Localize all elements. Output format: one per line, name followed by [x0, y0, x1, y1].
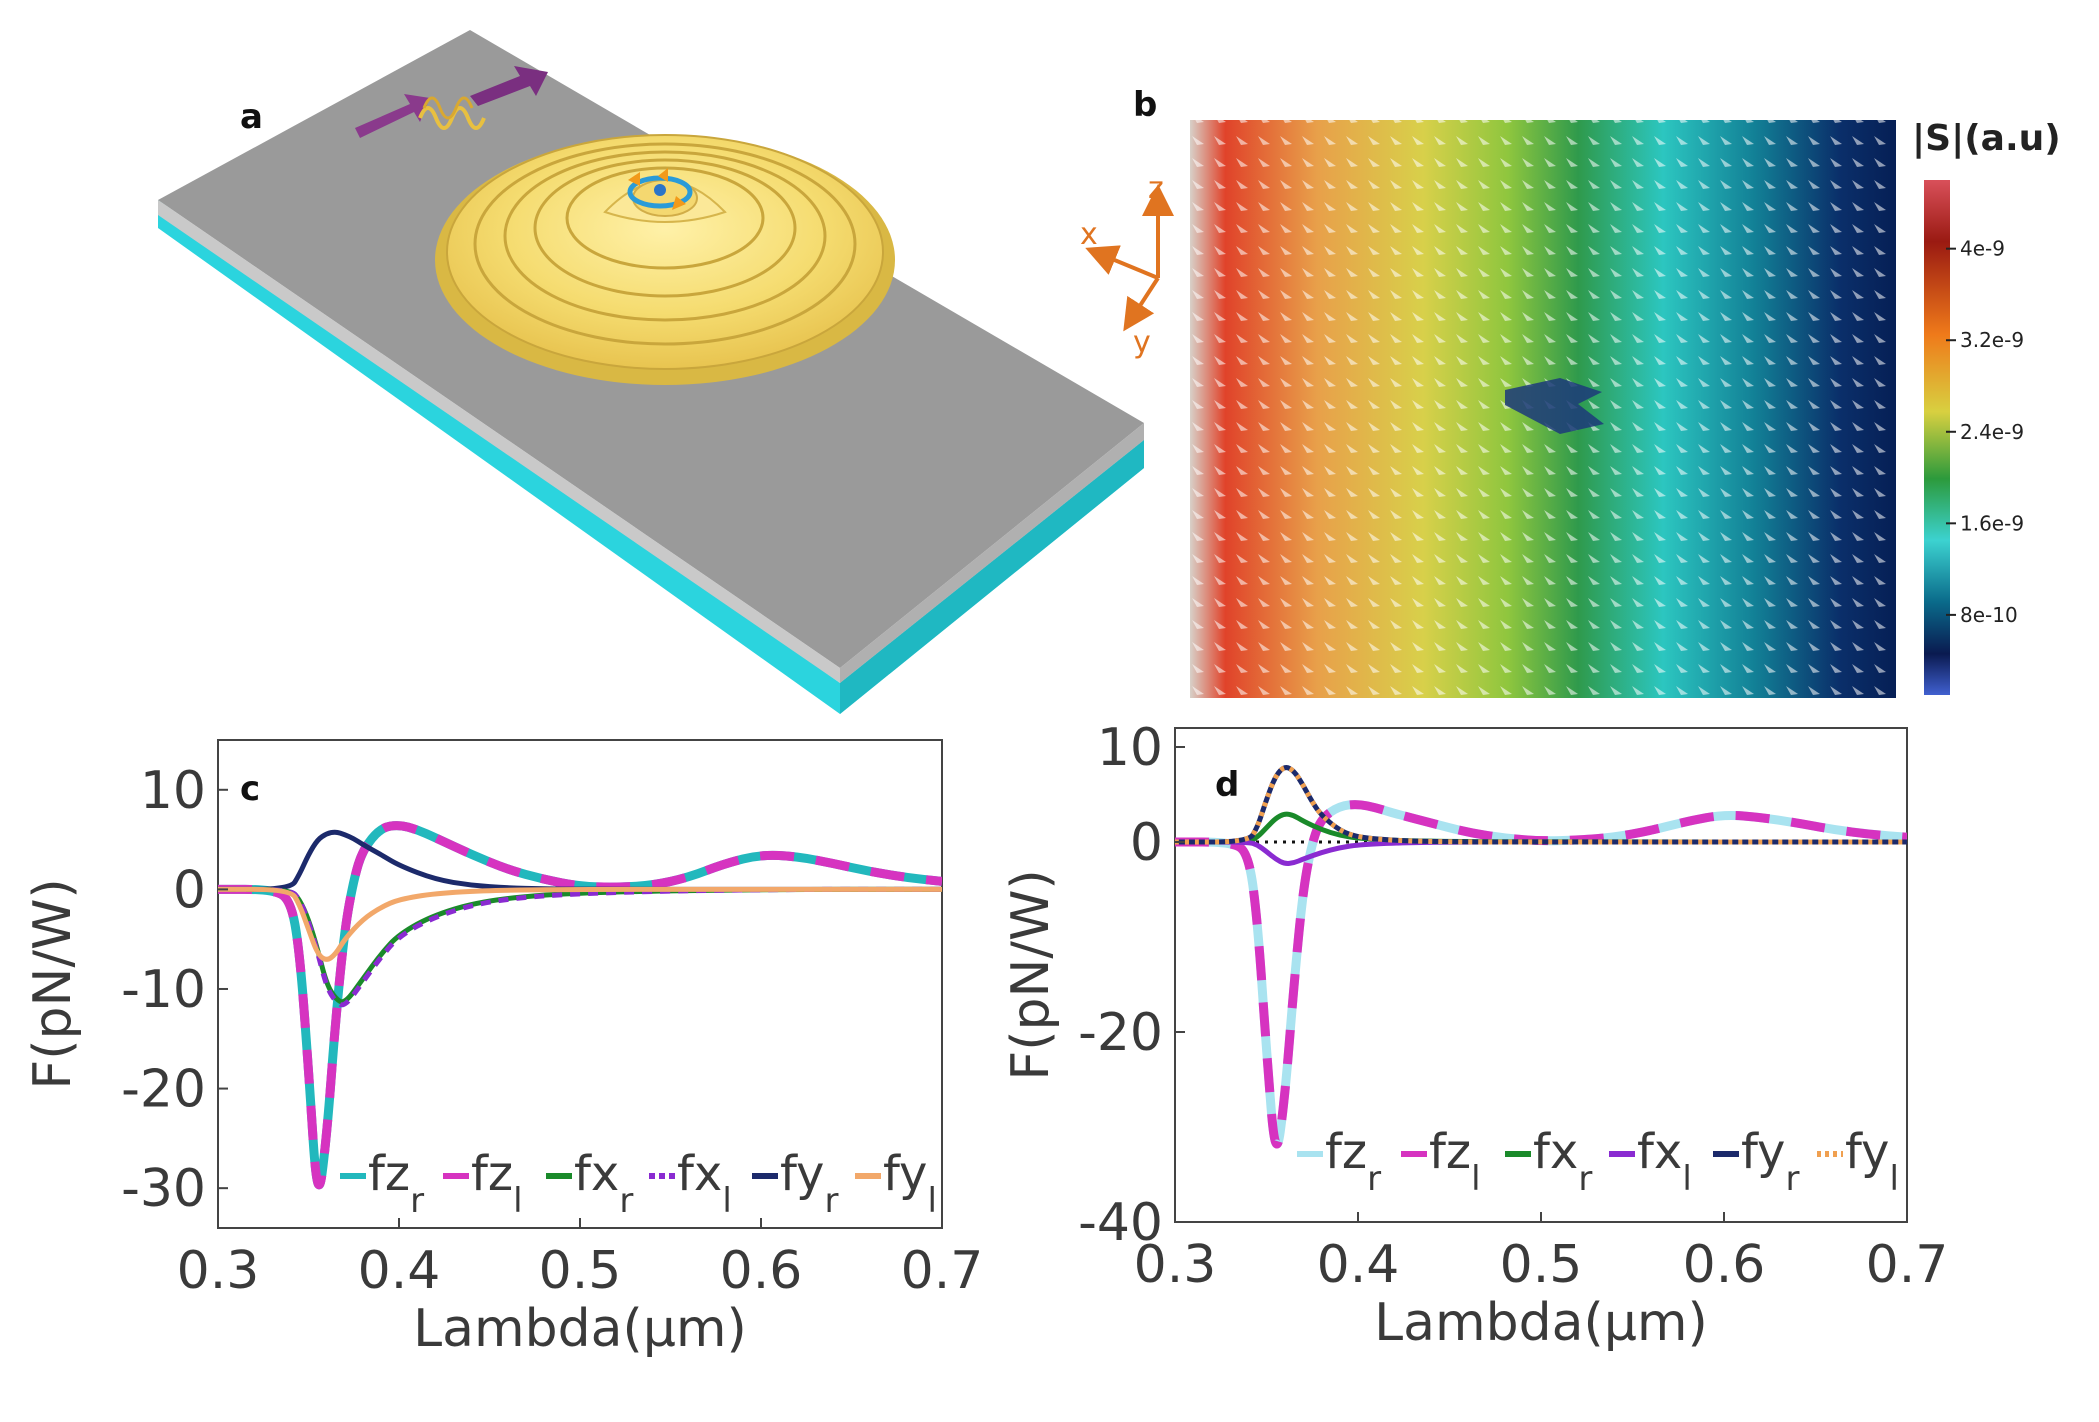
axis-letter-x: x: [1080, 217, 1098, 252]
legend-entry: fyl: [883, 1146, 937, 1221]
x-tick-label: 0.3: [1134, 1235, 1217, 1295]
panel-label-b: b: [1133, 85, 1157, 125]
y-axis-label: F(pN/W): [23, 878, 83, 1089]
panel-label-c: c: [240, 769, 260, 809]
panel-label-d: d: [1215, 765, 1239, 805]
legend-entry-sub: l: [1682, 1159, 1691, 1199]
legend-entry: fxl: [1637, 1124, 1692, 1199]
legend-entry-sub: l: [1889, 1159, 1898, 1199]
legend-entry-sub: r: [1578, 1159, 1592, 1199]
legend-entry-base: fz: [1325, 1124, 1367, 1180]
legend-entry-sub: r: [1367, 1159, 1381, 1199]
series-line-fz-l: [218, 821, 942, 1190]
x-tick-label: 0.3: [177, 1241, 260, 1301]
y-tick-label: 10: [140, 761, 206, 821]
legend-entry-base: fx: [677, 1146, 722, 1202]
legend-entry: fxl: [677, 1146, 732, 1221]
legend-entry: fyr: [780, 1146, 838, 1221]
legend: fzr fzl fxr fxl fyr fyl: [1297, 1124, 1899, 1199]
legend-entry-sub: l: [927, 1181, 936, 1221]
colorbar-tick-label: 8e-10: [1960, 603, 2018, 627]
legend: fzr fzl fxr fxl fyr fyl: [340, 1146, 937, 1221]
legend-entry-sub: l: [722, 1181, 731, 1221]
x-tick-label: 0.7: [1866, 1235, 1949, 1295]
legend-entry: fzr: [1325, 1124, 1381, 1199]
y-tick-label: -40: [1078, 1193, 1163, 1253]
x-tick-label: 0.5: [539, 1241, 622, 1301]
coordinate-axes: z x y: [1080, 171, 1174, 360]
colorbar-tick-label: 4e-9: [1960, 237, 2005, 261]
series-line-fz-l: [1175, 800, 1907, 1149]
y-axis-label: F(pN/W): [1001, 869, 1061, 1080]
panel-a-schematic: z x y a: [158, 30, 1174, 714]
legend-entry-base: fx: [574, 1146, 619, 1202]
x-axis-label: Lambda(μm): [413, 1299, 747, 1359]
x-tick-label: 0.7: [901, 1241, 984, 1301]
y-tick-label: -10: [121, 960, 206, 1020]
axis-letter-z: z: [1148, 171, 1164, 206]
x-tick-label: 0.5: [1500, 1235, 1583, 1295]
legend-entry: fzr: [368, 1146, 424, 1221]
colorbar-tick-label: 3.2e-9: [1960, 328, 2024, 352]
colorbar-ticks: 4e-9 3.2e-9 2.4e-9 1.6e-9 8e-10: [1946, 237, 2024, 627]
particle-with-spin-arrows: [627, 168, 693, 210]
legend-entry-base: fx: [1533, 1124, 1578, 1180]
series-line-fy-l: [218, 886, 942, 962]
axis-letter-y: y: [1133, 325, 1151, 360]
legend-entry-base: fx: [1637, 1124, 1682, 1180]
legend-entry-base: fy: [1845, 1124, 1889, 1180]
legend-entry-base: fz: [368, 1146, 410, 1202]
legend-entry-sub: r: [1785, 1159, 1799, 1199]
legend-entry-base: fz: [1429, 1124, 1471, 1180]
series-group: [1175, 765, 1907, 1149]
legend-entry: fzl: [471, 1146, 523, 1221]
legend-entry: fzl: [1429, 1124, 1481, 1199]
series-line-fy-l: [1175, 765, 1907, 845]
colorbar: [1924, 180, 1950, 695]
y-tick-label: -30: [121, 1159, 206, 1219]
legend-entry-sub: r: [410, 1181, 424, 1221]
legend-entry: fxr: [1533, 1124, 1592, 1199]
x-axis-label: Lambda(μm): [1374, 1293, 1708, 1353]
y-tick-label: -20: [1078, 1003, 1163, 1063]
y-tick-label: 0: [173, 860, 206, 920]
y-tick-label: 10: [1097, 718, 1163, 778]
legend-entry-sub: r: [824, 1181, 838, 1221]
legend-entry-base: fy: [1741, 1124, 1785, 1180]
x-tick-label: 0.4: [358, 1241, 441, 1301]
colorbar-tick-label: 1.6e-9: [1960, 511, 2024, 535]
legend-entry-sub: r: [619, 1181, 633, 1221]
panel-label-a: a: [240, 97, 263, 137]
y-tick-label: 0: [1130, 813, 1163, 873]
series-group: [218, 821, 942, 1190]
legend-entry: fyl: [1845, 1124, 1899, 1199]
chart-d: 0.3 0.4 0.5 0.6 0.7 10 0 -20 -40 Lambda(μm) F(pN/W…: [1001, 718, 1948, 1353]
legend-entry-sub: l: [1471, 1159, 1480, 1199]
colorbar-tick-label: 2.4e-9: [1960, 420, 2024, 444]
legend-entry: fyr: [1741, 1124, 1799, 1199]
x-tick-label: 0.6: [720, 1241, 803, 1301]
colorbar-title: |S|(a.u): [1912, 118, 2061, 159]
legend-entry-base: fy: [780, 1146, 824, 1202]
incident-light-arrows: [355, 66, 548, 138]
legend-entry-base: fz: [471, 1146, 513, 1202]
bullseye-structure: [435, 134, 895, 385]
x-tick-label: 0.4: [1317, 1235, 1400, 1295]
chart-c: 0.3 0.4 0.5 0.6 0.7 10 0 -10 -20 -30 Lambda(μm) F(p…: [23, 739, 984, 1359]
legend-entry-base: fy: [883, 1146, 927, 1202]
panel-b-field-map: b |S|(a.u) 4e-9 3.2e-9 2.4e-9 1.6e-9 8e-10: [1133, 85, 2061, 698]
x-tick-label: 0.6: [1683, 1235, 1766, 1295]
legend-entry-sub: l: [513, 1181, 522, 1221]
legend-entry: fxr: [574, 1146, 633, 1221]
y-tick-label: -20: [121, 1060, 206, 1120]
